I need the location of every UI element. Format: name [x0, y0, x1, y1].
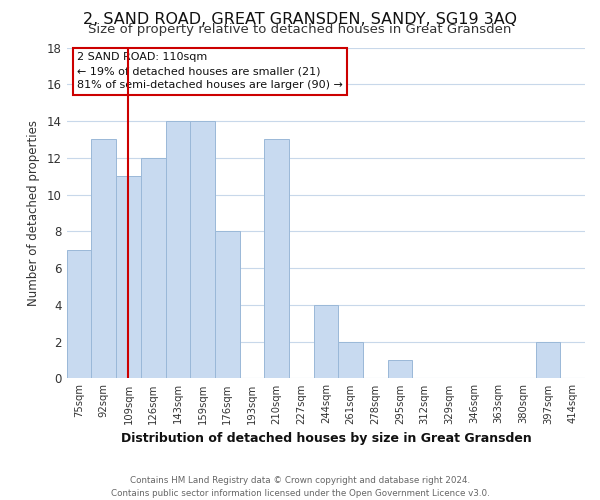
Bar: [215, 232, 239, 378]
Text: 2 SAND ROAD: 110sqm
← 19% of detached houses are smaller (21)
81% of semi-detach: 2 SAND ROAD: 110sqm ← 19% of detached ho…: [77, 52, 343, 90]
Bar: [116, 176, 141, 378]
Bar: [141, 158, 166, 378]
X-axis label: Distribution of detached houses by size in Great Gransden: Distribution of detached houses by size …: [121, 432, 531, 445]
Bar: [91, 140, 116, 378]
Text: 2, SAND ROAD, GREAT GRANSDEN, SANDY, SG19 3AQ: 2, SAND ROAD, GREAT GRANSDEN, SANDY, SG1…: [83, 12, 517, 26]
Bar: [166, 121, 190, 378]
Bar: [388, 360, 412, 378]
Bar: [67, 250, 91, 378]
Bar: [190, 121, 215, 378]
Text: Size of property relative to detached houses in Great Gransden: Size of property relative to detached ho…: [88, 23, 512, 36]
Y-axis label: Number of detached properties: Number of detached properties: [27, 120, 40, 306]
Text: Contains HM Land Registry data © Crown copyright and database right 2024.
Contai: Contains HM Land Registry data © Crown c…: [110, 476, 490, 498]
Bar: [314, 305, 338, 378]
Bar: [338, 342, 363, 378]
Bar: [264, 140, 289, 378]
Bar: [536, 342, 560, 378]
